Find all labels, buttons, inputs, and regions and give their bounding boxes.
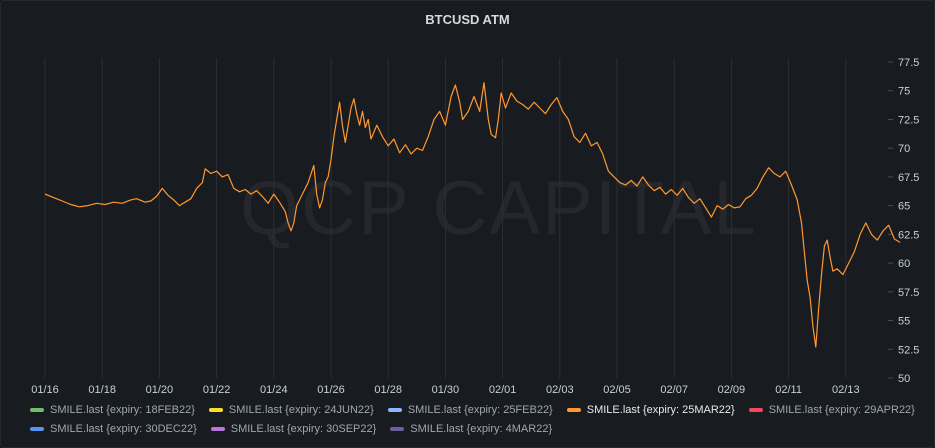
- x-tick-label: 01/24: [260, 384, 288, 396]
- y-tick-label: 50: [898, 373, 910, 385]
- legend-item[interactable]: SMILE.last {expiry: 30DEC22}: [30, 423, 197, 435]
- x-tick-label: 01/18: [88, 384, 116, 396]
- legend-label: SMILE.last {expiry: 29APR22}: [768, 403, 915, 416]
- y-tick-label: 77.5: [898, 57, 919, 69]
- legend-item[interactable]: SMILE.last {expiry: 29APR22}: [748, 403, 915, 416]
- legend-label: SMILE.last {expiry: 18FEB22}: [50, 403, 195, 416]
- x-tick-label: 02/09: [718, 384, 746, 396]
- y-tick-label: 67.5: [898, 172, 919, 184]
- y-tick-label: 55: [898, 316, 910, 328]
- legend-item[interactable]: SMILE.last {expiry: 24JUN22}: [208, 403, 374, 416]
- legend-label: SMILE.last {expiry: 25MAR22}: [586, 403, 735, 416]
- x-tick-label: 01/20: [146, 384, 174, 396]
- legend-row: SMILE.last {expiry: 30DEC22} SMILE.last {…: [30, 419, 930, 438]
- y-tick-label: 62.5: [898, 229, 919, 241]
- x-tick-label: 01/26: [317, 384, 345, 396]
- legend-item[interactable]: SMILE.last {expiry: 4MAR22}: [390, 423, 552, 435]
- legend-row: SMILE.last {expiry: 18FEB22} SMILE.last {…: [30, 400, 930, 419]
- x-tick-label: 01/28: [374, 384, 402, 396]
- legend-label: SMILE.last {expiry: 30DEC22}: [50, 422, 197, 435]
- legend-swatch-icon: [387, 407, 402, 412]
- y-tick-label: 75: [898, 86, 910, 98]
- y-tick-label: 65: [898, 201, 910, 213]
- y-tick-label: 72.5: [898, 114, 919, 126]
- legend-swatch-icon: [390, 426, 405, 431]
- legend-swatch-icon: [30, 426, 44, 431]
- x-tick-label: 02/11: [775, 384, 802, 396]
- legend-item[interactable]: SMILE.last {expiry: 18FEB22}: [30, 404, 195, 416]
- x-tick-label: 02/07: [660, 384, 688, 396]
- legend-swatch-icon: [566, 407, 581, 412]
- x-tick-label: 01/22: [203, 384, 231, 396]
- legend-item[interactable]: SMILE.last {expiry: 30SEP22}: [210, 422, 377, 435]
- legend: SMILE.last {expiry: 18FEB22} SMILE.last {…: [30, 400, 930, 438]
- y-tick-label: 60: [898, 258, 910, 270]
- legend-swatch-icon: [748, 407, 763, 412]
- x-tick-label: 01/30: [432, 384, 460, 396]
- legend-item[interactable]: SMILE.last {expiry: 25FEB22}: [387, 403, 553, 416]
- x-tick-label: 02/01: [489, 384, 517, 396]
- legend-label: SMILE.last {expiry: 24JUN22}: [228, 403, 374, 416]
- x-tick-label: 01/16: [31, 384, 59, 396]
- y-tick-label: 52.5: [898, 344, 919, 356]
- series-line-25mar22: [44, 82, 901, 348]
- x-tick-label: 02/13: [832, 384, 860, 396]
- chart-title: BTCUSD ATM: [425, 12, 510, 27]
- y-tick-label: 57.5: [898, 287, 919, 299]
- x-tick-label: 02/05: [603, 384, 631, 396]
- y-tick-label: 70: [898, 143, 910, 155]
- legend-item[interactable]: SMILE.last {expiry: 25MAR22}: [566, 403, 735, 416]
- legend-label: SMILE.last {expiry: 4MAR22}: [410, 422, 553, 435]
- legend-swatch-icon: [208, 407, 223, 412]
- legend-swatch-icon: [210, 426, 225, 431]
- legend-label: SMILE.last {expiry: 30SEP22}: [230, 422, 377, 435]
- legend-label: SMILE.last {expiry: 25FEB22}: [407, 403, 553, 416]
- legend-swatch-icon: [30, 407, 44, 412]
- x-tick-label: 02/03: [546, 384, 574, 396]
